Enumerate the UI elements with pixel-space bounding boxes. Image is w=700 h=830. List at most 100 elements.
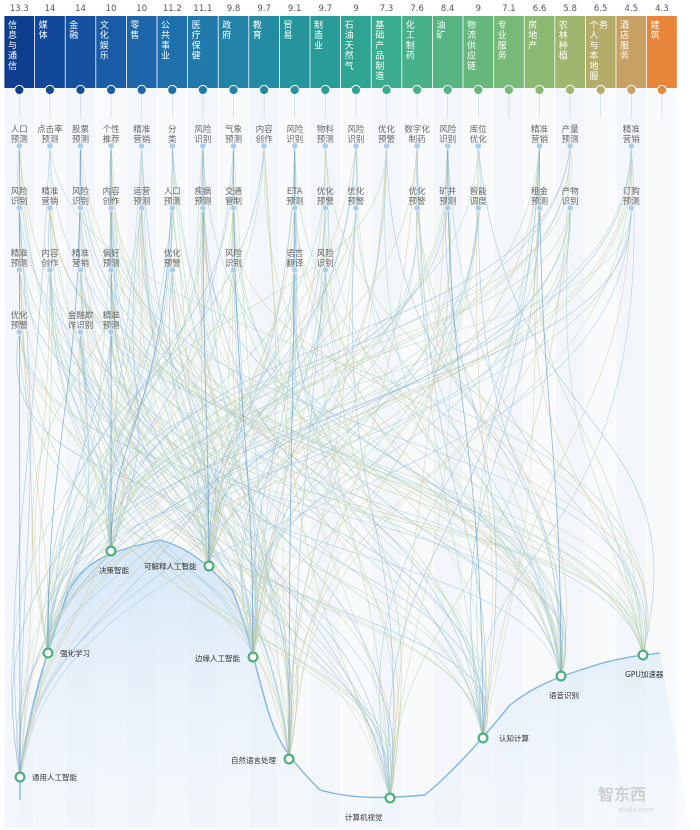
- curve-line: [19, 539, 661, 800]
- link-line: [233, 207, 563, 677]
- industry-score: 9: [476, 4, 481, 14]
- industry-header-cell: [65, 16, 96, 88]
- use-case-label: ETA 预测: [286, 187, 303, 207]
- use-case-label: 精准营销: [72, 248, 90, 269]
- use-case-node: [627, 204, 635, 212]
- industry-score: 9.8: [227, 4, 241, 14]
- use-case-node: [199, 204, 207, 212]
- link-line: [18, 207, 257, 658]
- link-line: [47, 207, 479, 654]
- use-case-node: [260, 142, 268, 150]
- industry-score: 4.5: [625, 4, 639, 14]
- link-line: [379, 145, 540, 799]
- link-line: [80, 269, 254, 658]
- link-line: [263, 145, 562, 677]
- use-case-node: [535, 204, 544, 212]
- link-line: [19, 207, 112, 552]
- industry-name: 文化娱乐: [100, 19, 109, 62]
- link-line: [109, 145, 487, 739]
- use-case-node: [168, 142, 176, 150]
- link-line: [252, 207, 451, 658]
- link-line: [324, 269, 646, 656]
- link-line: [19, 145, 296, 778]
- link-line: [475, 145, 493, 739]
- link-line: [34, 269, 51, 654]
- link-line: [19, 145, 295, 778]
- use-case-node: [46, 142, 54, 150]
- link-line: [47, 269, 234, 654]
- link-line: [141, 207, 391, 799]
- link-line: [539, 145, 562, 677]
- technology-node: [203, 560, 215, 572]
- link-line: [325, 269, 402, 799]
- technology-label: 决策智能: [99, 565, 129, 575]
- link-line: [477, 207, 563, 677]
- link-line: [172, 145, 267, 658]
- link-line: [324, 145, 562, 677]
- link-line: [479, 145, 635, 739]
- link-line: [389, 145, 448, 799]
- link-line: [47, 207, 540, 654]
- use-case-node: [168, 266, 176, 274]
- use-case-label: 风险识别: [225, 248, 243, 269]
- industry-header-cell: [463, 16, 494, 88]
- use-case-label: 订购预测: [623, 186, 640, 207]
- industry-name: 石油天然气: [345, 21, 354, 72]
- link-line: [416, 145, 486, 739]
- industry-score: 11.1: [193, 4, 212, 14]
- link-line: [110, 207, 208, 552]
- technology-node: [42, 647, 54, 659]
- use-case-label: 运营预测: [133, 186, 150, 207]
- link-line: [47, 145, 81, 654]
- link-line: [80, 269, 220, 567]
- link-line: [325, 207, 562, 677]
- link-line: [208, 145, 632, 567]
- link-line: [44, 207, 571, 654]
- use-case-node: [474, 204, 482, 212]
- link-line: [566, 207, 644, 656]
- industry-header-cell: [35, 16, 65, 88]
- technology-label: 强化学习: [60, 648, 90, 658]
- use-case-node: [321, 266, 329, 274]
- link-line: [110, 269, 391, 799]
- link-line: [80, 331, 562, 677]
- use-case-nodes: 人口预测风险识别精准预测优化预警点击率预测精准营销内容创作股票预测风险识别精准营…: [11, 124, 640, 336]
- industry-name: 农林种植: [559, 19, 568, 62]
- use-case-label: 偏好预测: [103, 248, 121, 269]
- use-case-node: [76, 204, 85, 212]
- industry-name: 公共事业: [161, 20, 170, 62]
- technology-node: [477, 732, 489, 744]
- use-case-label: 优化预警: [347, 186, 365, 207]
- link-line: [16, 207, 326, 778]
- use-case-node: [444, 142, 452, 150]
- use-case-node: [76, 142, 85, 150]
- industry-node: [442, 84, 453, 96]
- industry-header-cell: [402, 16, 432, 88]
- industry-header-cell: [585, 16, 616, 88]
- industry-name: 物流供应链: [467, 19, 476, 72]
- use-case-label: 股票预测: [72, 125, 90, 145]
- link-line: [288, 145, 632, 760]
- link-line: [416, 207, 562, 677]
- industry-node: [167, 84, 178, 96]
- link-line: [252, 145, 449, 658]
- link-line: [288, 145, 296, 760]
- link-line: [110, 207, 632, 552]
- technology-label: 可解释人工智能: [144, 561, 197, 571]
- link-line: [49, 269, 391, 799]
- link-line: [80, 331, 484, 739]
- use-case-node: [229, 266, 238, 274]
- industry-header-cell: [4, 16, 35, 88]
- industry-score: 7.6: [410, 4, 424, 14]
- industry-header-cell: [218, 16, 249, 88]
- industry-header-cell: [310, 16, 341, 88]
- industry-node: [44, 84, 56, 96]
- link-line: [208, 269, 243, 567]
- link-line: [110, 269, 299, 760]
- link-line: [49, 207, 291, 760]
- use-case-label: 语言翻译: [286, 248, 304, 269]
- link-line: [288, 207, 450, 760]
- use-case-node: [382, 142, 391, 150]
- use-case-label: 租金预测: [531, 186, 549, 207]
